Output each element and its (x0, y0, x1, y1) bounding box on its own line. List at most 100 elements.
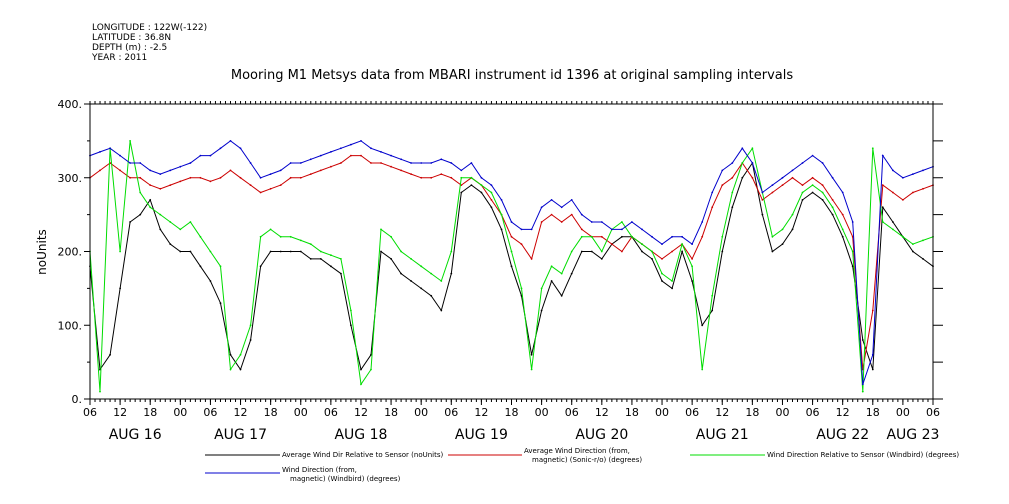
series-2-point (771, 235, 774, 238)
series-3-point (179, 165, 182, 168)
series-3-line (89, 140, 934, 385)
series-2-point (791, 213, 794, 216)
series-0-point (600, 258, 603, 260)
series-3-point (129, 162, 132, 164)
series-0-point (199, 265, 202, 268)
series-0-point (249, 339, 252, 341)
series-1-point (691, 258, 693, 260)
series-2-point (99, 390, 101, 393)
series-0-point (380, 250, 382, 253)
x-tick-label: 12 (234, 406, 248, 419)
series-2-point (390, 235, 392, 238)
series-3-point (631, 221, 633, 223)
series-2-point (801, 191, 804, 194)
series-0-point (731, 206, 734, 209)
series-2-point (902, 235, 904, 238)
series-3-point (550, 199, 553, 201)
series-0-point (279, 250, 282, 253)
series-0-point (420, 287, 423, 290)
series-3-point (450, 162, 453, 164)
series-2-point (410, 258, 412, 260)
series-3-point (420, 162, 423, 164)
series-1-point (781, 184, 784, 187)
series-1-point (209, 180, 212, 183)
series-0-point (480, 191, 483, 194)
series-2-point (249, 324, 252, 327)
series-0-point (621, 235, 623, 238)
series-0-point (892, 221, 894, 223)
series-0-point (791, 228, 794, 231)
series-0-point (721, 250, 724, 253)
series-0-point (139, 213, 142, 216)
series-2-point (510, 250, 513, 253)
series-2-point (440, 280, 443, 282)
x-tick-label: 18 (264, 406, 278, 419)
series-2-point (350, 309, 352, 312)
series-0-point (781, 243, 784, 246)
series-0-point (309, 258, 312, 260)
series-1-point (580, 228, 583, 231)
series-3-point (249, 162, 252, 164)
series-2-point (570, 250, 573, 253)
series-0-point (440, 309, 443, 312)
series-2-point (309, 243, 312, 246)
series-1-point (871, 309, 874, 312)
series-0-point (490, 206, 493, 209)
series-3-point (570, 199, 573, 201)
series-2-point (590, 235, 593, 238)
x-tick-label: 06 (324, 406, 338, 419)
series-2-point (530, 368, 533, 371)
x-tick-label: 00 (294, 406, 308, 419)
series-1-point (711, 206, 714, 209)
series-3-point (771, 184, 774, 187)
series-1-point (821, 184, 824, 187)
series-0-point (540, 309, 543, 312)
series-2-point (721, 235, 724, 238)
series-0-point (109, 353, 111, 356)
series-2-point (299, 239, 302, 242)
series-3-point (340, 147, 342, 150)
series-3-point (540, 206, 543, 209)
series-3-point (811, 154, 814, 157)
series-2-point (229, 368, 232, 371)
series-1-point (239, 176, 242, 179)
legend-label-line: Average Wind Direction (from, (524, 447, 630, 455)
series-2-point (319, 250, 322, 253)
series-2-point (811, 184, 814, 187)
series-0-point (169, 243, 172, 246)
series-3-point (711, 191, 714, 194)
series-3-point (139, 162, 142, 164)
series-2-point (189, 221, 192, 223)
x-tick-label: 00 (414, 406, 428, 419)
series-0-point (400, 272, 402, 275)
series-0-point (570, 272, 573, 275)
series-0-point (691, 280, 693, 282)
series-2-point (871, 147, 874, 150)
plot-lines (89, 140, 934, 393)
series-3-point (661, 243, 663, 246)
series-1-point (671, 250, 673, 253)
series-3-point (99, 151, 101, 153)
series-3-point (199, 154, 202, 157)
series-0-point (831, 213, 834, 216)
x-tick-label: 06 (565, 406, 579, 419)
series-0-point (661, 280, 663, 282)
series-0-point (319, 258, 322, 260)
series-1-point (520, 243, 523, 246)
day-label: AUG 22 (816, 427, 869, 443)
series-3-point (641, 228, 643, 231)
series-1-point (611, 243, 613, 246)
series-1-point (299, 176, 302, 179)
series-1-point (149, 184, 152, 187)
series-3-point (330, 151, 332, 153)
x-tick-label: 18 (745, 406, 759, 419)
series-3-point (259, 176, 262, 179)
series-0-point (219, 302, 222, 304)
depth-text: DEPTH (m) : -2.5 (92, 43, 167, 53)
x-tick-label: 00 (655, 406, 669, 419)
series-1-point (701, 235, 704, 238)
series-3-point (621, 228, 623, 231)
series-3-point (239, 147, 242, 150)
series-2-point (490, 191, 493, 194)
series-3-point (831, 176, 834, 179)
